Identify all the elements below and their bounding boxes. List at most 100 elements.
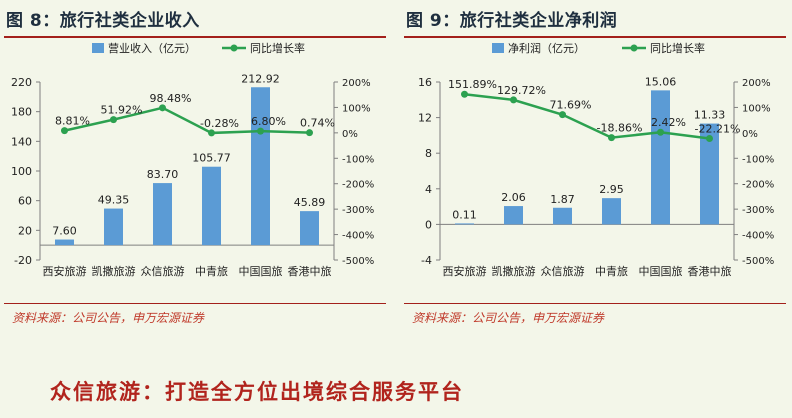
title-separator: ： — [442, 11, 460, 31]
bar-data-label: 49.35 — [98, 194, 130, 207]
title-separator: ： — [42, 11, 60, 31]
growth-data-label: 2.42% — [651, 116, 686, 129]
x-tick-label: 众信旅游 — [541, 264, 585, 278]
bar — [553, 207, 572, 225]
growth-data-label: -18.86% — [597, 122, 643, 135]
bar-data-label: 2.06 — [501, 191, 526, 204]
bar-data-label: 105.77 — [192, 152, 231, 165]
growth-data-label: -22.21% — [695, 123, 741, 136]
growth-point — [110, 116, 117, 124]
bar — [700, 123, 719, 225]
x-tick-label: 中青旅 — [195, 264, 228, 278]
figure-title: 图 8：旅行社类企业收入 — [6, 6, 200, 31]
source-rule — [4, 303, 386, 304]
y-tick-label-right: -300% — [742, 205, 774, 216]
figure-title-text: 旅行社类企业净利润 — [459, 11, 618, 31]
x-tick-label: 中青旅 — [595, 264, 628, 278]
bar-data-label: 0.11 — [452, 208, 477, 221]
bar — [300, 211, 319, 246]
x-tick-label: 香港中旅 — [288, 264, 332, 278]
growth-point — [208, 129, 215, 137]
x-tick-label: 西安旅游 — [43, 264, 87, 278]
y-tick-label-left: 4 — [425, 183, 432, 196]
y-tick-label-right: -200% — [742, 180, 774, 191]
x-tick-label: 中国国旅 — [239, 264, 283, 278]
figure-number: 图 9 — [406, 11, 443, 31]
growth-point — [706, 135, 713, 143]
bar — [55, 239, 74, 246]
title-rule — [4, 36, 386, 38]
growth-point — [306, 129, 313, 137]
y-tick-label-left: 220 — [11, 76, 32, 89]
x-tick-label: 凯撒旅游 — [92, 264, 136, 278]
growth-point — [608, 134, 615, 142]
y-tick-label-right: 200% — [342, 78, 371, 89]
figure-9-panel: 图 9：旅行社类企业净利润 -4 0 4 8 12 16 -500% -400% -300% -2… — [400, 0, 790, 330]
bar — [251, 87, 270, 246]
source-note: 资料来源：公司公告，申万宏源证券 — [412, 311, 605, 325]
y-tick-label-right: -200% — [342, 180, 374, 191]
bar-data-label: 83.70 — [147, 168, 179, 181]
x-tick-label: 中国国旅 — [639, 264, 683, 278]
y-tick-label-left: 100 — [11, 165, 32, 178]
bar — [104, 208, 123, 246]
growth-data-label: -0.28% — [200, 117, 239, 130]
legend-label-line: 同比增长率 — [250, 41, 305, 55]
section-heading: 众信旅游：打造全方位出境综合服务平台 — [50, 380, 464, 404]
title-rule — [404, 36, 786, 38]
y-tick-label-right: 0% — [742, 129, 758, 140]
bar — [202, 166, 221, 246]
y-tick-label-right: 100% — [342, 103, 371, 114]
y-tick-label-right: -500% — [742, 256, 774, 267]
x-tick-label: 西安旅游 — [443, 264, 487, 278]
growth-data-label: 71.69% — [550, 99, 592, 112]
y-tick-label-left: 60 — [18, 195, 32, 208]
bar — [504, 206, 523, 225]
y-tick-label-right: 0% — [342, 129, 358, 140]
y-tick-label-left: -20 — [14, 254, 32, 267]
bar-data-label: 15.06 — [645, 75, 677, 88]
legend-swatch-bar — [492, 43, 504, 53]
figure-8-panel: 图 8：旅行社类企业收入 -20 20 60 100 140 180 220 -500% -40… — [0, 0, 390, 330]
growth-point — [510, 96, 517, 104]
bar-data-label: 7.60 — [52, 225, 77, 238]
bar-data-label: 2.95 — [599, 183, 624, 196]
bar — [651, 90, 670, 225]
source-note: 资料来源：公司公告，申万宏源证券 — [12, 311, 205, 325]
legend-marker-line — [630, 44, 638, 52]
growth-point — [257, 127, 264, 135]
y-tick-label-left: 16 — [418, 76, 432, 89]
growth-data-label: 98.48% — [150, 92, 192, 105]
bar-data-label: 1.87 — [550, 193, 575, 206]
y-tick-label-right: -100% — [342, 154, 374, 165]
growth-data-label: 0.74% — [300, 117, 335, 130]
y-tick-label-left: 180 — [11, 106, 32, 119]
bar-data-label: 45.89 — [294, 196, 326, 209]
growth-point — [657, 128, 664, 136]
growth-point — [461, 90, 468, 98]
figure-title: 图 9：旅行社类企业净利润 — [406, 6, 617, 31]
growth-point — [559, 111, 566, 119]
bar — [602, 198, 621, 225]
growth-data-label: 151.89% — [448, 78, 497, 91]
y-tick-label-right: 200% — [742, 78, 771, 89]
bar-data-label: 212.92 — [241, 72, 280, 85]
legend-label-line: 同比增长率 — [650, 41, 705, 55]
x-tick-label: 香港中旅 — [688, 264, 732, 278]
growth-line — [464, 92, 710, 140]
y-tick-label-right: -300% — [342, 205, 374, 216]
y-tick-label-right: -400% — [742, 231, 774, 242]
bar — [455, 223, 474, 225]
legend-label-bar: 营业收入（亿元） — [108, 41, 196, 55]
y-tick-label-left: 20 — [18, 224, 32, 237]
growth-data-label: 8.81% — [55, 115, 90, 128]
source-rule — [404, 303, 786, 304]
growth-data-label: 51.92% — [101, 104, 143, 117]
growth-data-label: 129.72% — [497, 84, 546, 97]
legend-label-bar: 净利润（亿元） — [508, 41, 585, 55]
bar — [153, 183, 172, 246]
y-tick-label-left: 12 — [418, 112, 432, 125]
x-tick-label: 凯撒旅游 — [492, 264, 536, 278]
revenue-chart: -20 20 60 100 140 180 220 -500% -400% -300% -200% -… — [11, 41, 374, 278]
legend-marker-line — [230, 44, 238, 52]
